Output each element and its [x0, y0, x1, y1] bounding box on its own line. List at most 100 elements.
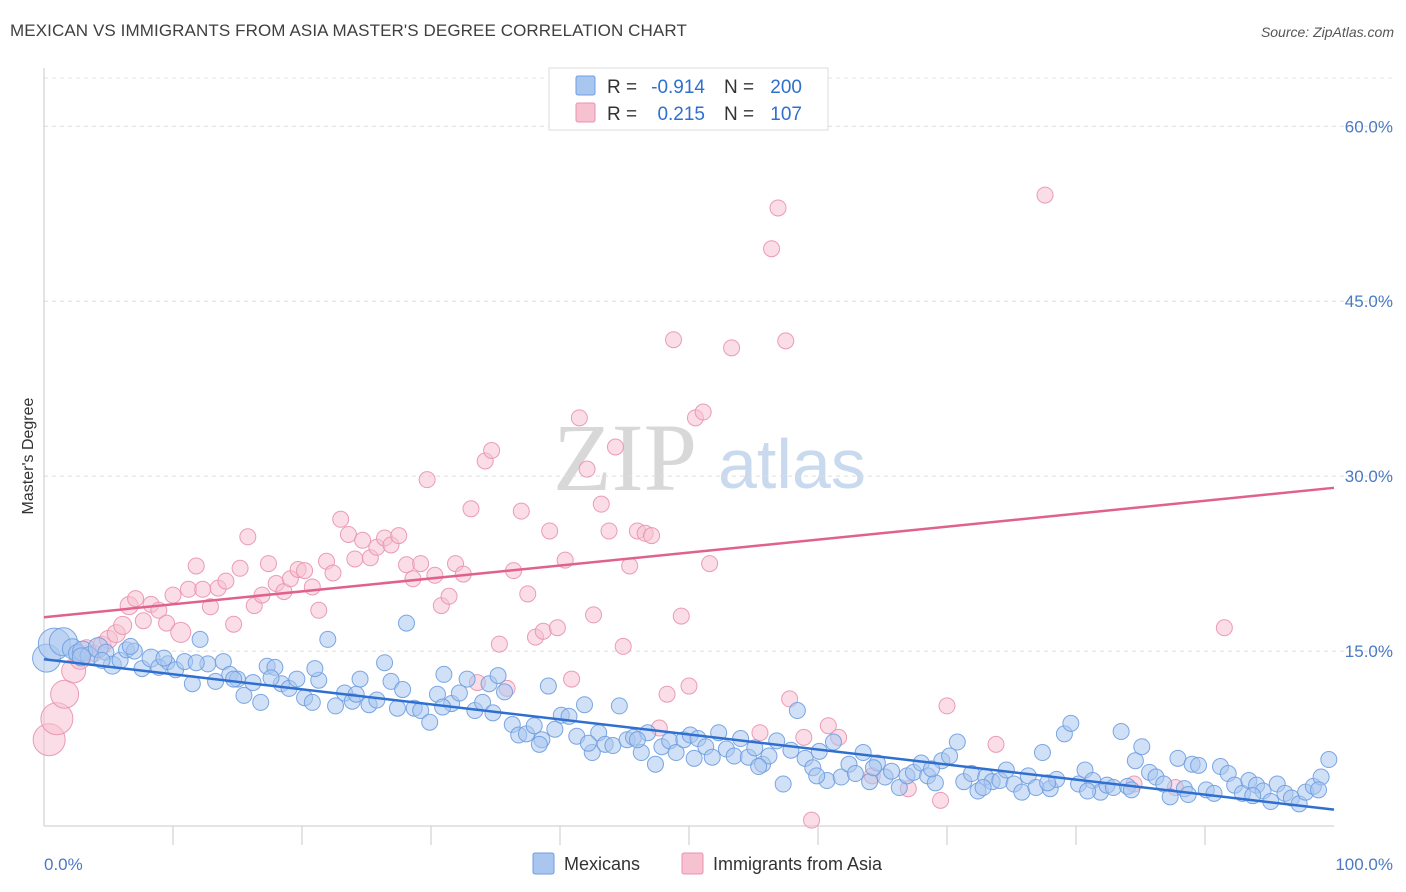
- source-credit: Source: ZipAtlas.com: [1260, 24, 1394, 40]
- data-point: [525, 717, 543, 735]
- data-point: [288, 670, 306, 688]
- data-point: [450, 684, 468, 702]
- data-point: [351, 670, 369, 688]
- data-point: [354, 531, 372, 549]
- y-axis-tick-labels: 15.0% 30.0% 45.0% 60.0%: [1345, 117, 1393, 661]
- legend-bottom-label-immigrants-from-asia: Immigrants from Asia: [713, 854, 883, 874]
- data-point: [231, 559, 249, 577]
- data-point: [339, 525, 357, 543]
- data-point: [539, 677, 557, 695]
- data-point: [883, 762, 901, 780]
- data-point: [332, 510, 350, 528]
- data-point: [1320, 751, 1338, 769]
- data-point: [483, 441, 501, 459]
- legend-r-label-2: R =: [607, 104, 637, 125]
- data-point: [926, 774, 944, 792]
- data-point: [760, 747, 778, 765]
- data-point: [207, 672, 225, 690]
- data-point: [346, 550, 364, 568]
- trend-line-immigrants-from-asia: [43, 486, 1335, 619]
- data-point: [382, 672, 400, 690]
- data-point: [861, 773, 879, 791]
- data-point: [179, 580, 197, 598]
- data-point: [628, 731, 646, 749]
- data-point: [187, 654, 205, 672]
- y-axis-title: Master's Degree: [20, 397, 37, 514]
- data-point: [376, 654, 394, 672]
- trend-lines: [43, 486, 1335, 811]
- data-point: [600, 522, 618, 540]
- data-point: [864, 759, 882, 777]
- legend-r-value-1: -0.914: [651, 77, 705, 98]
- data-point: [519, 585, 537, 603]
- data-point: [701, 555, 719, 573]
- data-point: [306, 660, 324, 678]
- data-point: [824, 733, 842, 751]
- data-point: [1079, 782, 1097, 800]
- data-point: [368, 691, 386, 709]
- data-point: [667, 744, 685, 762]
- data-point: [418, 471, 436, 489]
- data-point: [170, 621, 192, 643]
- data-point: [846, 765, 864, 783]
- data-point: [1133, 738, 1151, 756]
- data-point: [462, 500, 480, 518]
- data-point: [592, 495, 610, 513]
- data-point: [496, 683, 514, 701]
- data-point: [570, 409, 588, 427]
- data-point: [938, 697, 956, 715]
- legend-bottom: Mexicans Immigrants from Asia: [532, 852, 883, 875]
- data-point: [1169, 749, 1187, 767]
- y-tick-label: 30.0%: [1345, 467, 1393, 486]
- data-point: [252, 693, 270, 711]
- legend-bottom-swatch-mexicans: [532, 852, 555, 875]
- data-point: [194, 580, 212, 598]
- data-point: [71, 647, 91, 667]
- data-point: [694, 403, 712, 421]
- data-point: [774, 775, 792, 793]
- data-point: [808, 767, 826, 785]
- data-point: [50, 679, 80, 709]
- data-point: [1039, 774, 1057, 792]
- data-point: [158, 614, 176, 632]
- data-point: [426, 566, 444, 584]
- data-point: [1104, 779, 1122, 797]
- data-point: [412, 555, 430, 573]
- series-mexicans: [32, 614, 1338, 813]
- data-point: [390, 527, 408, 545]
- data-point: [113, 615, 133, 635]
- data-point: [201, 598, 219, 616]
- y-tick-label: 15.0%: [1345, 642, 1393, 661]
- data-point: [1215, 619, 1233, 637]
- data-point: [546, 720, 564, 738]
- data-point: [750, 758, 768, 776]
- data-point: [1190, 756, 1208, 774]
- data-point: [923, 760, 941, 778]
- data-point: [239, 528, 257, 546]
- data-point: [394, 681, 412, 699]
- data-point: [327, 697, 345, 715]
- data-point: [1062, 714, 1080, 732]
- data-point: [435, 665, 453, 683]
- data-point: [127, 590, 145, 608]
- data-point: [121, 637, 139, 655]
- x-tick-label-min: 0.0%: [44, 855, 83, 874]
- data-point: [191, 630, 209, 648]
- legend-n-value-1: 200: [770, 77, 802, 98]
- data-point: [458, 670, 476, 688]
- data-point: [388, 699, 406, 717]
- data-point: [610, 697, 628, 715]
- data-point: [324, 564, 342, 582]
- data-point: [723, 339, 741, 357]
- legend-bottom-swatch-immigrants-from-asia: [681, 852, 704, 875]
- data-point: [259, 555, 277, 573]
- data-point: [421, 713, 439, 731]
- data-point: [512, 502, 530, 520]
- data-point: [703, 748, 721, 766]
- data-point: [1036, 186, 1054, 204]
- data-point: [672, 607, 690, 625]
- data-point: [680, 677, 698, 695]
- data-point: [440, 587, 458, 605]
- trend-line-mexicans: [43, 657, 1335, 811]
- chart-title: MEXICAN VS IMMIGRANTS FROM ASIA MASTER'S…: [10, 21, 687, 40]
